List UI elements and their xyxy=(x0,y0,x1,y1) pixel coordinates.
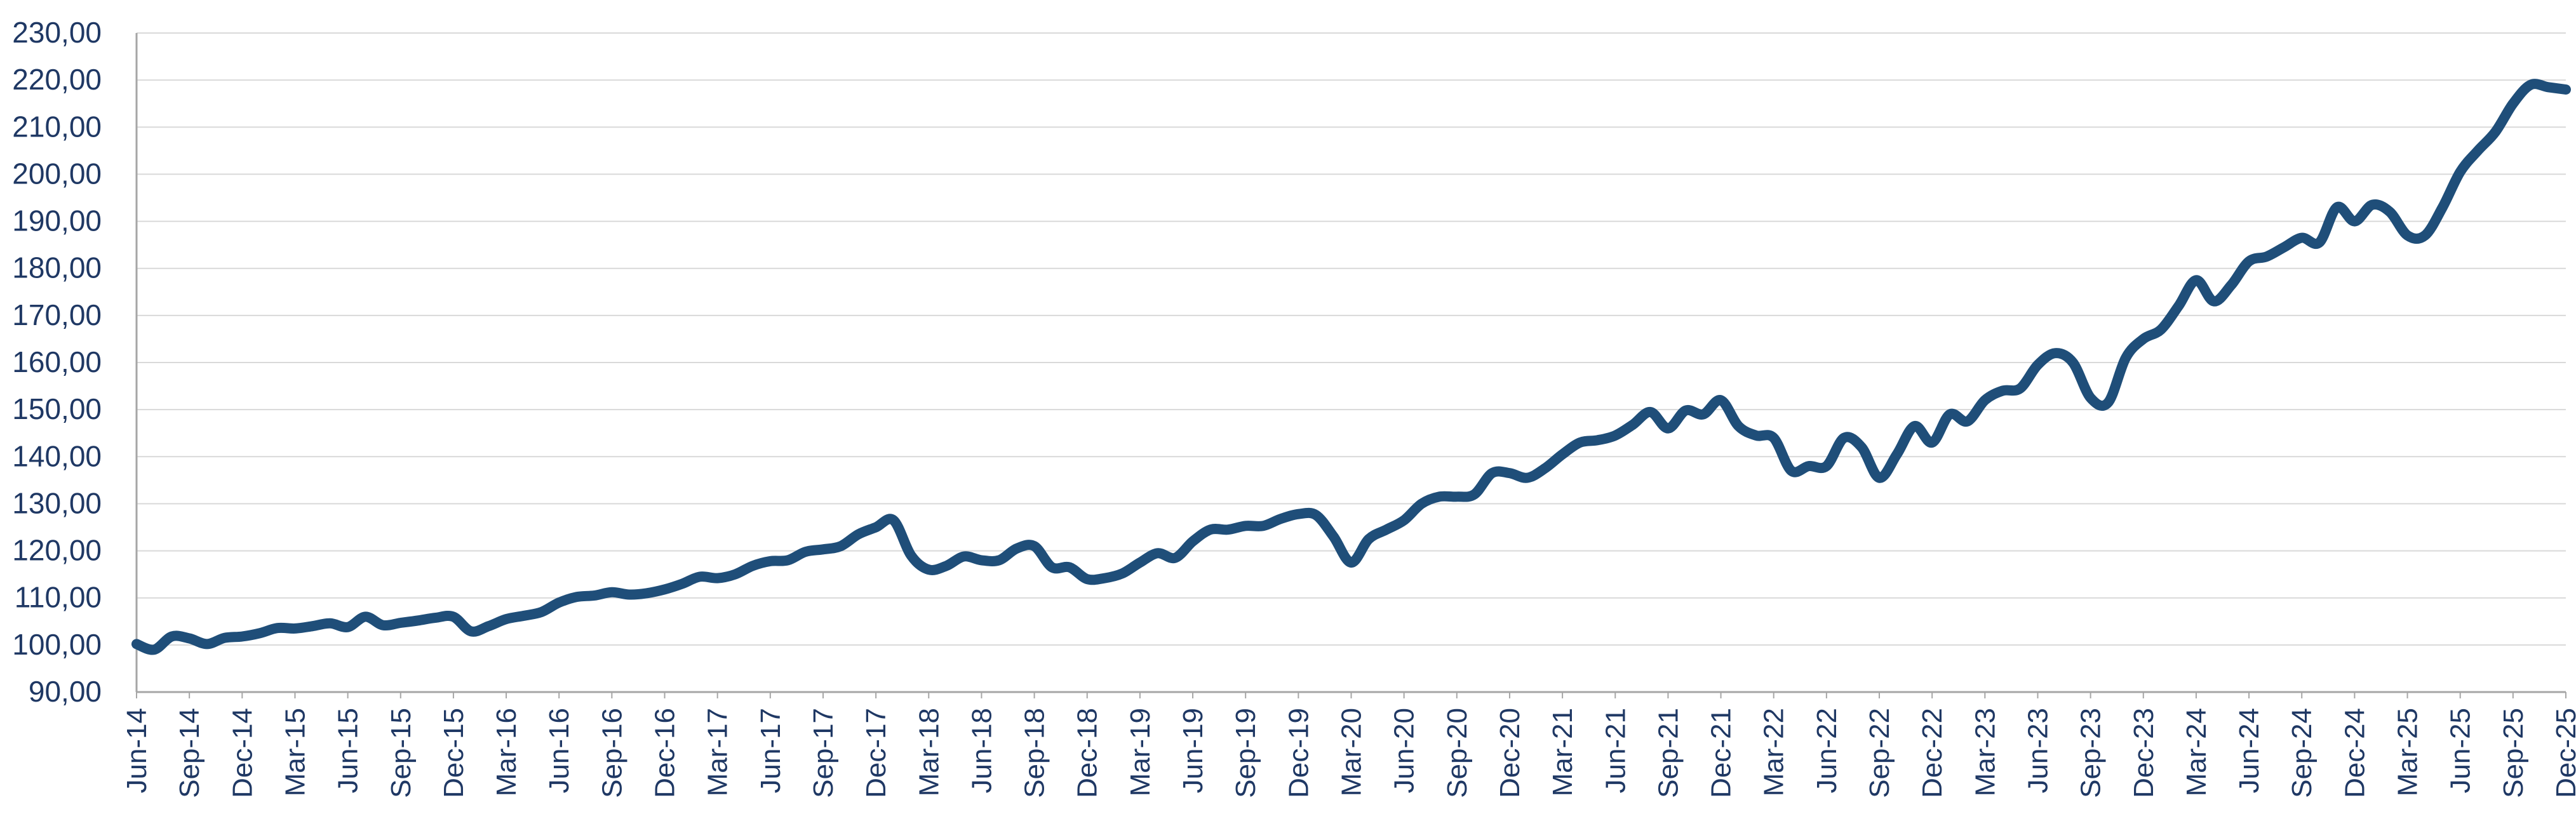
x-tick-label: Dec-15 xyxy=(438,708,469,798)
y-tick-label: 230,00 xyxy=(12,16,102,49)
x-tick-label: Jun-14 xyxy=(121,708,152,794)
x-tick-label: Dec-22 xyxy=(1917,708,1948,798)
y-tick-label: 180,00 xyxy=(12,251,102,284)
y-tick-label: 140,00 xyxy=(12,439,102,472)
y-tick-label: 100,00 xyxy=(12,628,102,661)
x-tick-label: Jun-17 xyxy=(755,708,786,794)
x-tick-label: Jun-24 xyxy=(2234,708,2265,794)
x-tick-label: Sep-24 xyxy=(2286,708,2318,798)
x-tick-label: Mar-18 xyxy=(913,708,944,796)
series-line xyxy=(131,79,2571,655)
y-tick-label: 130,00 xyxy=(12,486,102,519)
x-tick-label: Dec-16 xyxy=(650,708,681,798)
x-tick-label: Jun-15 xyxy=(333,708,364,794)
x-tick-label: Jun-21 xyxy=(1600,708,1631,794)
x-tick-label: Jun-20 xyxy=(1389,708,1420,794)
series-layer xyxy=(131,79,2571,655)
x-tick-label: Dec-19 xyxy=(1283,708,1314,798)
x-tick-label: Sep-25 xyxy=(2498,708,2529,798)
x-tick-label: Jun-23 xyxy=(2023,708,2054,794)
x-tick-label: Sep-21 xyxy=(1653,708,1684,798)
x-tick-label: Mar-25 xyxy=(2392,708,2424,796)
x-tick-label: Sep-17 xyxy=(808,708,839,798)
x-tick-label: Dec-18 xyxy=(1072,708,1103,798)
x-tick-label: Sep-16 xyxy=(596,708,627,798)
x-tick-label: Dec-25 xyxy=(2551,708,2576,798)
y-tick-label: 210,00 xyxy=(12,110,102,143)
x-tick-label: Sep-23 xyxy=(2076,708,2107,798)
y-tick-label: 160,00 xyxy=(12,345,102,378)
x-tick-label: Jun-18 xyxy=(966,708,997,794)
x-tick-label: Sep-14 xyxy=(174,708,205,798)
x-tick-label: Mar-17 xyxy=(702,708,734,796)
x-tick-label: Dec-21 xyxy=(1706,708,1737,798)
y-tick-label: 110,00 xyxy=(15,581,102,614)
y-axis-tick-labels: 90,00 100,00 110,00 120,00 130,00 140,00 150,0… xyxy=(12,16,102,708)
gridlines xyxy=(137,32,2566,646)
x-tick-label: Jun-22 xyxy=(1811,708,1842,794)
y-tick-label: 200,00 xyxy=(12,157,102,190)
x-tick-label: Mar-15 xyxy=(280,708,311,796)
x-tick-label: Mar-19 xyxy=(1125,708,1156,796)
x-tick-label: Jun-19 xyxy=(1177,708,1209,794)
x-tick-label: Dec-17 xyxy=(861,708,892,798)
y-tick-label: 190,00 xyxy=(12,204,102,237)
x-tick-label: Jun-25 xyxy=(2445,708,2476,794)
y-tick-label: 170,00 xyxy=(12,298,102,331)
x-tick-label: Dec-14 xyxy=(227,708,258,798)
x-tick-label: Jun-16 xyxy=(544,708,575,794)
x-tick-label: Dec-20 xyxy=(1494,708,1526,798)
x-tick-label: Sep-19 xyxy=(1230,708,1261,798)
x-tick-label: Mar-16 xyxy=(491,708,522,796)
x-tick-label: Sep-15 xyxy=(386,708,417,798)
x-tick-label: Sep-18 xyxy=(1019,708,1050,798)
x-tick-label: Mar-20 xyxy=(1336,708,1367,796)
y-tick-label: 120,00 xyxy=(12,534,102,567)
x-tick-label: Mar-24 xyxy=(2181,708,2212,796)
x-tick-label: Dec-24 xyxy=(2339,708,2370,798)
y-tick-label: 150,00 xyxy=(12,392,102,425)
x-tick-label: Sep-20 xyxy=(1442,708,1473,798)
x-tick-label: Mar-22 xyxy=(1759,708,1790,796)
x-tick-label: Sep-22 xyxy=(1864,708,1895,798)
x-tick-label: Mar-23 xyxy=(1969,708,2001,796)
x-tick-label: Mar-21 xyxy=(1547,708,1578,796)
y-tick-label: 220,00 xyxy=(12,63,102,96)
x-axis-tick-labels: Jun-14 Sep-14 Dec-14 Mar-15 Jun-15 Sep-15 Dec-… xyxy=(121,692,2576,798)
y-tick-label: 90,00 xyxy=(29,675,102,708)
x-tick-label: Dec-23 xyxy=(2128,708,2159,798)
